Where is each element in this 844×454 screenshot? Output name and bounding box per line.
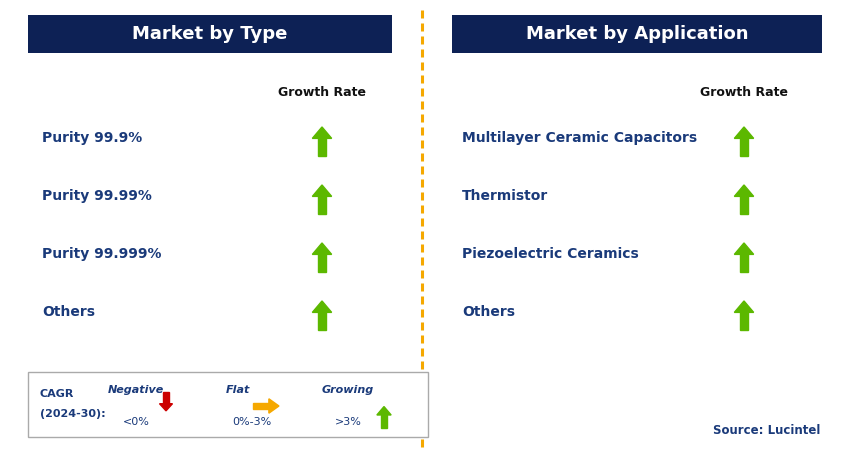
Text: 0%-3%: 0%-3% [232,417,271,427]
Text: Growth Rate: Growth Rate [699,85,787,99]
Text: CAGR: CAGR [40,389,74,399]
Text: Others: Others [462,305,514,319]
Polygon shape [733,185,753,197]
Text: >3%: >3% [334,417,361,427]
Polygon shape [739,138,747,156]
Text: Others: Others [42,305,95,319]
Polygon shape [739,254,747,272]
Text: Flat: Flat [225,385,250,395]
Text: Negative: Negative [108,385,164,395]
Text: Purity 99.99%: Purity 99.99% [42,189,152,203]
Text: Market by Application: Market by Application [525,25,748,43]
Polygon shape [312,243,332,254]
FancyBboxPatch shape [452,15,821,53]
Polygon shape [160,404,172,411]
Polygon shape [163,392,169,404]
Text: Source: Lucintel: Source: Lucintel [711,424,819,436]
Polygon shape [317,138,326,156]
Text: Growth Rate: Growth Rate [278,85,365,99]
Polygon shape [733,243,753,254]
Polygon shape [312,301,332,312]
Polygon shape [317,197,326,214]
Polygon shape [317,254,326,272]
Polygon shape [376,406,391,415]
Polygon shape [252,403,268,409]
Polygon shape [739,197,747,214]
FancyBboxPatch shape [28,15,392,53]
Text: Market by Type: Market by Type [133,25,287,43]
Polygon shape [733,127,753,138]
Polygon shape [317,312,326,330]
Polygon shape [739,312,747,330]
Polygon shape [268,399,279,413]
FancyBboxPatch shape [28,372,428,437]
Text: Multilayer Ceramic Capacitors: Multilayer Ceramic Capacitors [462,131,696,145]
Polygon shape [312,185,332,197]
Polygon shape [381,415,387,428]
Text: <0%: <0% [122,417,149,427]
Text: (2024-30):: (2024-30): [40,409,106,419]
Text: Purity 99.9%: Purity 99.9% [42,131,142,145]
Text: Growing: Growing [322,385,374,395]
Polygon shape [312,127,332,138]
Polygon shape [733,301,753,312]
Text: Purity 99.999%: Purity 99.999% [42,247,161,261]
Text: Thermistor: Thermistor [462,189,548,203]
Text: Piezoelectric Ceramics: Piezoelectric Ceramics [462,247,638,261]
